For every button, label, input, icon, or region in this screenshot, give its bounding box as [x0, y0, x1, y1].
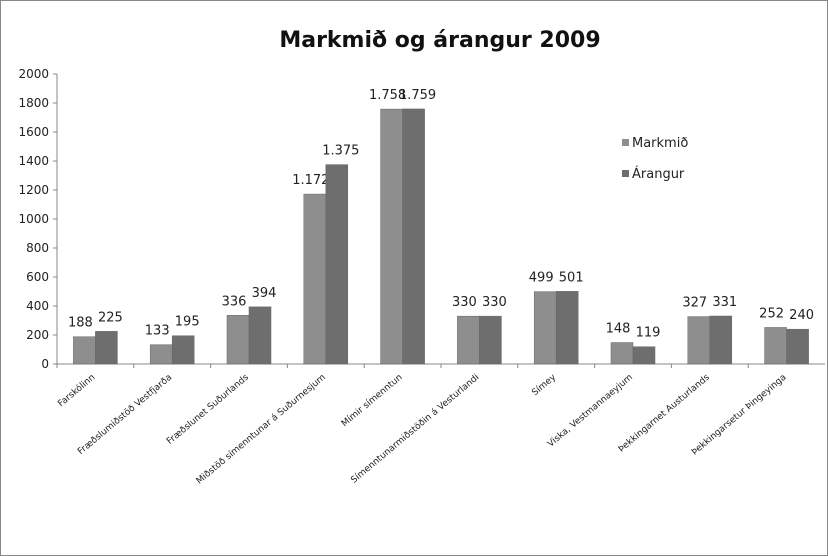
data-label: 133: [145, 324, 170, 339]
bar: [303, 193, 327, 365]
data-label: 1.172: [292, 173, 329, 188]
y-tick-label: 400: [26, 299, 49, 313]
data-label: 225: [98, 310, 123, 325]
y-tick-label: 1800: [18, 96, 49, 110]
bar: [533, 291, 557, 365]
y-tick-label: 1400: [18, 154, 49, 168]
data-label: 327: [682, 296, 707, 311]
bar: [95, 331, 118, 365]
bar: [555, 291, 579, 365]
bar: [171, 335, 195, 365]
bar: [687, 316, 711, 365]
bar: [479, 315, 502, 365]
bar: [226, 315, 250, 365]
y-tick-label: 1600: [18, 125, 49, 139]
bar: [632, 346, 656, 365]
bar: [457, 315, 480, 365]
data-label: 499: [529, 271, 554, 286]
data-label: 148: [606, 322, 631, 337]
bar: [73, 336, 96, 365]
bar: [610, 342, 634, 365]
data-label: 330: [452, 295, 477, 310]
data-label: 1.759: [399, 88, 436, 103]
data-label: 195: [175, 315, 200, 330]
legend-label: Markmið: [632, 136, 688, 151]
legend-label: Árangur: [632, 166, 685, 182]
bar: [248, 306, 272, 365]
bar: [380, 108, 403, 365]
legend-swatch: [622, 139, 629, 146]
data-label: 252: [759, 306, 784, 321]
data-label: 240: [789, 308, 814, 323]
bar: [149, 344, 173, 365]
data-label: 501: [559, 270, 584, 285]
data-label: 330: [482, 295, 507, 310]
bar: [709, 315, 733, 365]
bar: [764, 327, 787, 365]
y-tick-label: 200: [26, 328, 49, 342]
data-label: 188: [68, 316, 93, 331]
y-tick-label: 1200: [18, 183, 49, 197]
data-label: 336: [222, 294, 247, 309]
chart-title: Markmið og árangur 2009: [279, 28, 600, 53]
y-tick-label: 600: [26, 270, 49, 284]
data-label: 394: [252, 286, 277, 301]
data-label: 1.375: [322, 144, 359, 159]
data-label: 1.758: [369, 88, 406, 103]
y-tick-label: 800: [26, 241, 49, 255]
bar: [786, 328, 809, 365]
data-label: 331: [712, 295, 737, 310]
legend-swatch: [622, 170, 629, 177]
bar: [325, 164, 349, 365]
data-label: 119: [636, 326, 661, 341]
y-tick-label: 2000: [18, 67, 49, 81]
y-tick-label: 0: [41, 357, 49, 371]
y-tick-label: 1000: [18, 212, 49, 226]
bar: [402, 108, 425, 365]
